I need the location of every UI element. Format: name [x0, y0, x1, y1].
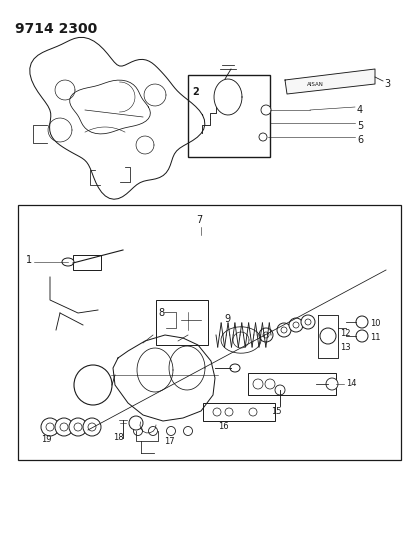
Text: 14: 14	[346, 379, 356, 389]
Circle shape	[289, 318, 303, 332]
Circle shape	[281, 327, 287, 333]
Circle shape	[213, 408, 221, 416]
Circle shape	[326, 378, 338, 390]
Text: 19: 19	[41, 435, 51, 444]
Text: 17: 17	[164, 437, 175, 446]
Circle shape	[83, 418, 101, 436]
Text: 1: 1	[26, 255, 32, 265]
Bar	[156, 300, 208, 345]
Text: 10: 10	[370, 319, 381, 328]
Circle shape	[148, 426, 157, 435]
Polygon shape	[285, 69, 375, 94]
Text: AISAN: AISAN	[307, 82, 324, 86]
Circle shape	[320, 328, 336, 344]
Text: 18: 18	[113, 433, 123, 442]
Circle shape	[259, 133, 267, 141]
Circle shape	[46, 423, 54, 431]
Circle shape	[293, 322, 299, 328]
Circle shape	[69, 418, 87, 436]
Text: 11: 11	[370, 334, 381, 343]
Circle shape	[261, 105, 271, 115]
Circle shape	[356, 330, 368, 342]
Circle shape	[249, 408, 257, 416]
Circle shape	[55, 418, 73, 436]
Circle shape	[74, 423, 82, 431]
Circle shape	[41, 418, 59, 436]
Circle shape	[305, 319, 311, 325]
Bar	[203, 403, 275, 421]
Text: 13: 13	[340, 343, 351, 352]
Bar	[73, 255, 101, 270]
Text: 12: 12	[340, 329, 351, 338]
Text: 6: 6	[357, 135, 363, 145]
Text: 16: 16	[218, 422, 229, 431]
Circle shape	[275, 385, 285, 395]
Bar	[18, 205, 401, 460]
Text: 3: 3	[384, 79, 390, 89]
Circle shape	[225, 408, 233, 416]
Circle shape	[301, 315, 315, 329]
Circle shape	[356, 316, 368, 328]
Text: 4: 4	[357, 105, 363, 115]
Ellipse shape	[74, 365, 112, 405]
Circle shape	[183, 426, 192, 435]
Circle shape	[277, 323, 291, 337]
Circle shape	[88, 423, 96, 431]
Bar	[248, 373, 336, 395]
Circle shape	[265, 379, 275, 389]
Circle shape	[259, 328, 273, 342]
Text: 9: 9	[224, 314, 230, 324]
Circle shape	[134, 426, 143, 435]
Text: 15: 15	[271, 407, 281, 416]
Circle shape	[166, 426, 175, 435]
Ellipse shape	[230, 364, 240, 372]
Circle shape	[253, 379, 263, 389]
Text: 7: 7	[196, 215, 202, 225]
Text: 5: 5	[357, 121, 363, 131]
Circle shape	[263, 332, 269, 338]
Text: 2: 2	[192, 87, 199, 97]
Circle shape	[60, 423, 68, 431]
Bar	[188, 75, 270, 157]
Ellipse shape	[62, 258, 74, 266]
Ellipse shape	[129, 416, 143, 430]
Text: 8: 8	[158, 308, 164, 318]
Text: 9714 2300: 9714 2300	[15, 22, 97, 36]
